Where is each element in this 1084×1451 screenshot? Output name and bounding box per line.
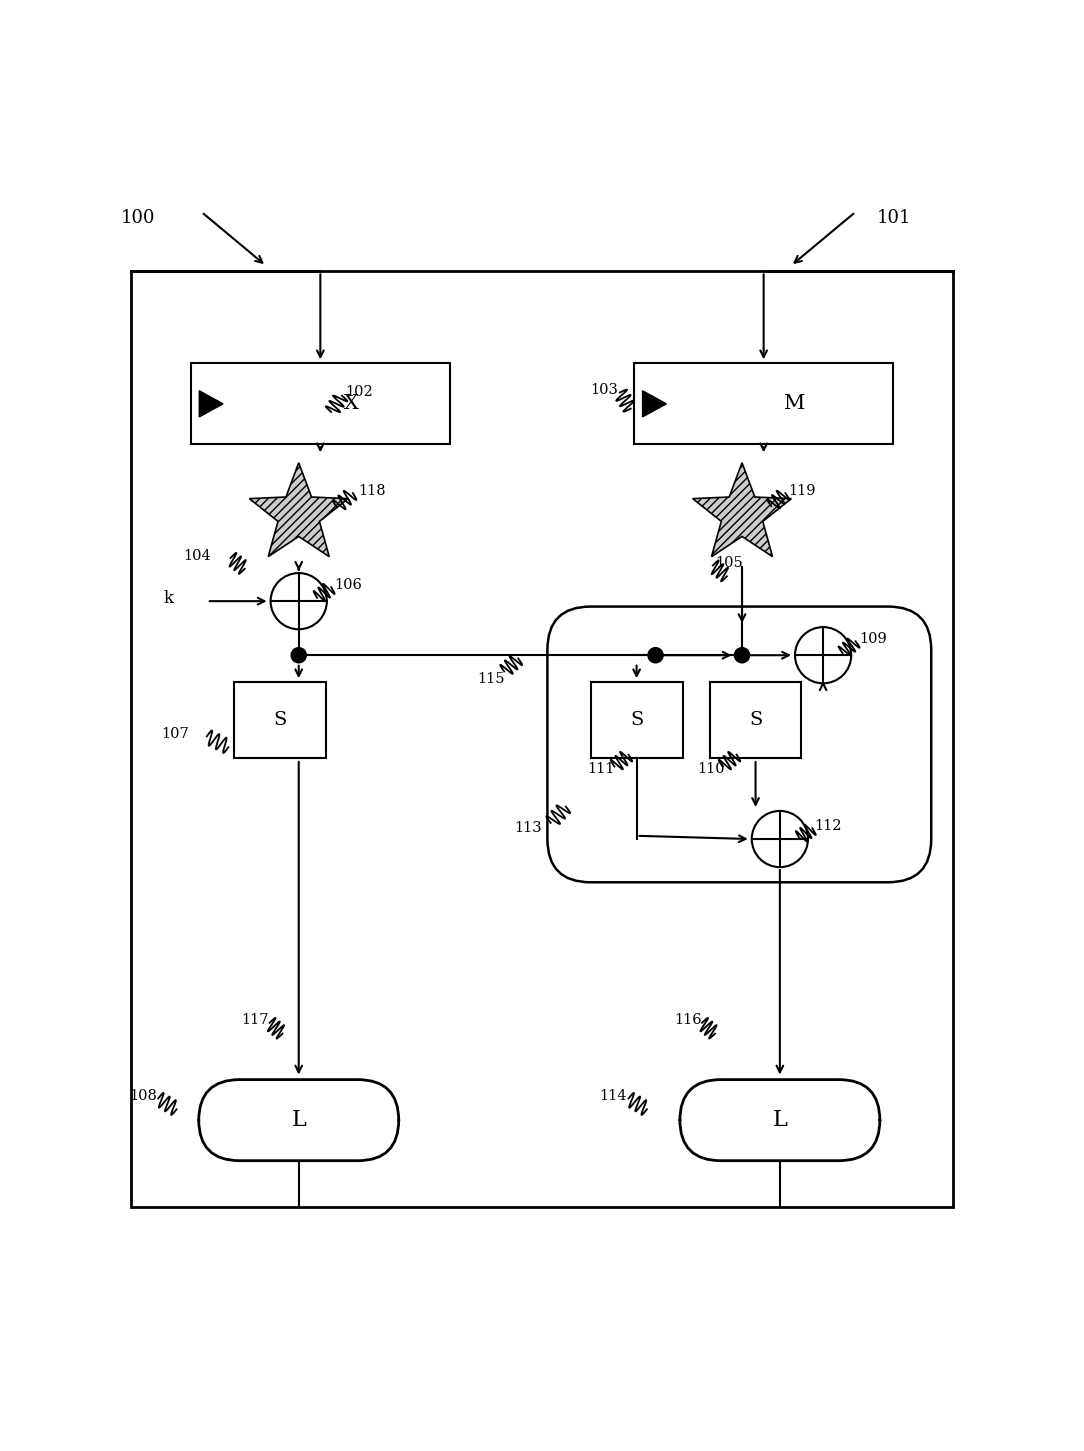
Text: 100: 100 xyxy=(120,209,155,226)
FancyBboxPatch shape xyxy=(547,607,931,882)
Text: M: M xyxy=(784,395,805,414)
Bar xyxy=(634,363,893,444)
Text: 101: 101 xyxy=(877,209,912,226)
Circle shape xyxy=(795,627,851,683)
Text: S: S xyxy=(273,711,286,728)
Text: 112: 112 xyxy=(814,818,842,833)
Text: 108: 108 xyxy=(129,1090,157,1103)
Text: 107: 107 xyxy=(162,727,190,741)
Text: 116: 116 xyxy=(674,1013,701,1027)
Text: k: k xyxy=(164,591,173,608)
Text: 119: 119 xyxy=(788,483,816,498)
Text: L: L xyxy=(773,1109,787,1132)
Text: 113: 113 xyxy=(514,821,542,836)
Bar xyxy=(710,682,801,757)
Text: 117: 117 xyxy=(242,1013,269,1027)
Circle shape xyxy=(292,647,307,663)
Circle shape xyxy=(735,647,750,663)
Text: 118: 118 xyxy=(358,483,386,498)
Text: 115: 115 xyxy=(477,672,505,686)
Bar xyxy=(191,363,450,444)
Text: S: S xyxy=(749,711,762,728)
Text: 110: 110 xyxy=(698,762,725,776)
Circle shape xyxy=(271,573,327,630)
Text: 104: 104 xyxy=(183,548,210,563)
Text: 103: 103 xyxy=(591,383,619,398)
FancyBboxPatch shape xyxy=(680,1080,880,1161)
Bar xyxy=(131,271,953,1207)
Text: 111: 111 xyxy=(588,762,615,776)
FancyBboxPatch shape xyxy=(198,1080,399,1161)
Text: 106: 106 xyxy=(334,577,362,592)
Text: L: L xyxy=(292,1109,306,1132)
Text: S: S xyxy=(630,711,643,728)
Bar xyxy=(591,682,683,757)
Polygon shape xyxy=(199,390,223,416)
Text: X: X xyxy=(344,395,359,414)
Polygon shape xyxy=(643,390,667,416)
Text: 109: 109 xyxy=(859,633,887,646)
Polygon shape xyxy=(249,463,348,557)
Text: 114: 114 xyxy=(599,1090,627,1103)
Text: 105: 105 xyxy=(715,556,743,570)
Bar xyxy=(234,682,326,757)
Circle shape xyxy=(648,647,663,663)
Text: 102: 102 xyxy=(345,386,373,399)
Circle shape xyxy=(752,811,808,868)
Polygon shape xyxy=(693,463,791,557)
